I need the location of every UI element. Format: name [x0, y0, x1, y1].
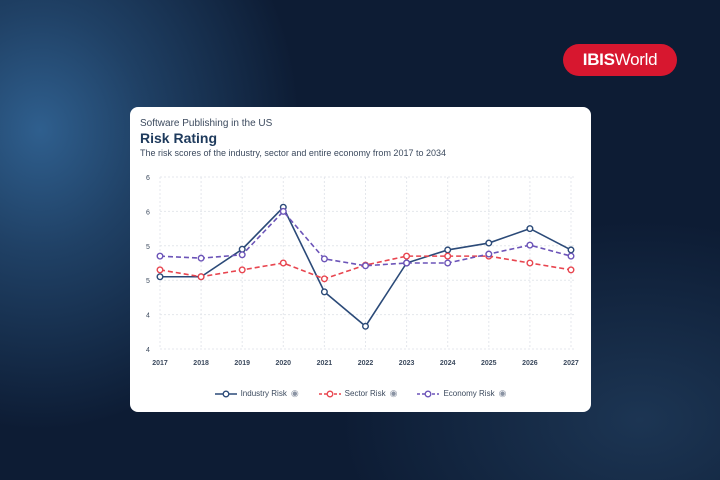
x-tick-label: 2019	[234, 360, 250, 367]
economy-risk-point	[444, 259, 452, 267]
chart-title: Risk Rating	[140, 130, 218, 146]
sector-risk-point	[279, 259, 287, 267]
chart-legend: Industry Risk ◉ Sector Risk ◉ Economy Risk ◉	[130, 388, 591, 399]
risk-rating-card: Software Publishing in the US Risk Ratin…	[130, 107, 591, 412]
economy-risk-point	[361, 262, 369, 270]
economy-risk-point	[485, 250, 493, 258]
industry-risk-point	[567, 246, 575, 254]
legend-label: Industry Risk	[240, 389, 287, 398]
economy-risk-point	[238, 251, 246, 259]
economy-risk-point	[156, 252, 164, 260]
sector-risk-point	[526, 259, 534, 267]
sector-risk-point	[156, 266, 164, 274]
x-tick-label: 2025	[481, 360, 497, 367]
y-tick-label: 6	[146, 209, 150, 216]
y-tick-label: 4	[146, 347, 150, 354]
x-tick-label: 2022	[358, 360, 374, 367]
industry-risk-point	[320, 288, 328, 296]
industry-risk-point	[444, 246, 452, 254]
ibisworld-logo: IBIS World	[563, 44, 677, 76]
industry-risk-point	[485, 239, 493, 247]
economy-risk-point	[320, 255, 328, 263]
y-tick-label: 6	[146, 175, 150, 182]
industry-risk-point	[361, 322, 369, 330]
eye-icon[interactable]: ◉	[290, 388, 299, 398]
economy-risk-point	[403, 259, 411, 267]
x-tick-label: 2020	[276, 360, 292, 367]
y-tick-label: 5	[146, 244, 150, 251]
industry-risk-point	[238, 245, 246, 253]
sector-risk-point	[403, 252, 411, 260]
economy-risk-point	[197, 254, 205, 262]
economy-risk-point	[279, 207, 287, 215]
industry-risk-point	[156, 273, 164, 281]
x-tick-label: 2026	[522, 360, 538, 367]
economy-risk-point	[526, 241, 534, 249]
legend-item-economy-risk[interactable]: Economy Risk ◉	[417, 388, 506, 399]
legend-item-industry-risk[interactable]: Industry Risk ◉	[214, 388, 299, 399]
sector-risk-point	[238, 266, 246, 274]
industry-risk-point	[526, 225, 534, 233]
x-tick-label: 2023	[399, 360, 415, 367]
x-tick-label: 2017	[152, 360, 168, 367]
legend-swatch	[318, 390, 341, 397]
eye-icon[interactable]: ◉	[498, 388, 507, 398]
sector-risk-point	[197, 273, 205, 281]
economy-risk-point	[567, 252, 575, 260]
y-tick-label: 4	[146, 313, 150, 320]
x-tick-label: 2018	[193, 360, 209, 367]
legend-item-sector-risk[interactable]: Sector Risk ◉	[318, 388, 398, 399]
legend-label: Sector Risk	[344, 389, 386, 398]
chart-subtitle: The risk scores of the industry, sector …	[140, 148, 446, 158]
legend-label: Economy Risk	[443, 389, 495, 398]
sector-risk-point	[444, 252, 452, 260]
economy-risk-line	[159, 210, 572, 267]
x-tick-label: 2021	[317, 360, 333, 367]
legend-swatch	[214, 390, 237, 397]
x-tick-label: 2027	[563, 360, 579, 367]
sector-risk-point	[320, 275, 328, 283]
x-tick-label: 2024	[440, 360, 456, 367]
legend-swatch	[417, 390, 440, 397]
eye-icon[interactable]: ◉	[389, 388, 398, 398]
industry-name: Software Publishing in the US	[140, 118, 273, 129]
sector-risk-point	[567, 266, 575, 274]
y-tick-label: 5	[146, 278, 150, 285]
